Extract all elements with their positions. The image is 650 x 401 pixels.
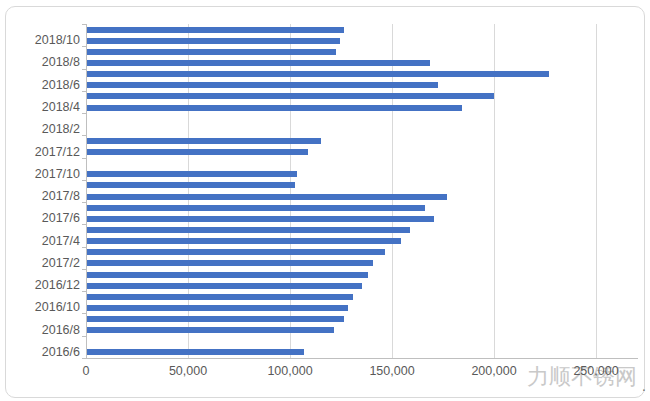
y-axis-label-2016-8: 2016/8 xyxy=(0,325,80,336)
y-axis-label-2018-6: 2018/6 xyxy=(0,80,80,91)
bar-2017-3 xyxy=(87,249,385,255)
category-axis-tick xyxy=(82,135,86,136)
category-axis-tick xyxy=(82,224,86,225)
x-axis-label-150000: 150,000 xyxy=(369,364,414,378)
x-axis-label-100000: 100,000 xyxy=(267,364,312,378)
y-axis-label-2018-2: 2018/2 xyxy=(0,124,80,135)
y-axis-label-2016-6: 2016/6 xyxy=(0,347,80,358)
y-axis-label-2017-10: 2017/10 xyxy=(0,169,80,180)
y-axis-label-2018-8: 2018/8 xyxy=(0,57,80,68)
y-axis-label-2016-12: 2016/12 xyxy=(0,280,80,291)
category-axis-tick xyxy=(82,24,86,25)
bar-2016-10 xyxy=(87,305,348,311)
x-axis-label-250000: 250,000 xyxy=(573,364,618,378)
bar-2017-10 xyxy=(87,171,297,177)
category-axis-tick xyxy=(82,336,86,337)
corner-dot: . xyxy=(642,378,646,394)
y-axis-label-2017-4: 2017/4 xyxy=(0,236,80,247)
category-axis-tick xyxy=(82,180,86,181)
bar-2018-8 xyxy=(87,60,430,66)
y-axis-label-2017-6: 2017/6 xyxy=(0,213,80,224)
category-axis-tick xyxy=(82,269,86,270)
bar-2018-10 xyxy=(87,38,340,44)
y-axis-label-2018-4: 2018/4 xyxy=(0,102,80,113)
bar-2017-2 xyxy=(87,260,373,266)
category-axis-tick xyxy=(82,291,86,292)
category-axis-tick xyxy=(82,202,86,203)
bar-2016-6 xyxy=(87,349,304,355)
category-axis-tick xyxy=(82,247,86,248)
bar-2016-12 xyxy=(87,283,362,289)
bar-2018-1 xyxy=(87,138,321,144)
category-axis-tick xyxy=(82,113,86,114)
bar-2016-9 xyxy=(87,316,344,322)
y-axis-label-2018-10: 2018/10 xyxy=(0,35,80,46)
bar-2018-9 xyxy=(87,49,336,55)
bar-2017-9 xyxy=(87,182,295,188)
category-axis-tick xyxy=(82,91,86,92)
category-axis-labels: 2018/10 2018/8 2018/6 2018/4 2018/2 2017/12 20… xyxy=(0,24,80,358)
bar-2018-7 xyxy=(87,71,549,77)
bar-2016-8 xyxy=(87,327,334,333)
x-axis-label-200000: 200,000 xyxy=(471,364,516,378)
y-axis-label-2017-8: 2017/8 xyxy=(0,191,80,202)
bar-2017-8 xyxy=(87,194,447,200)
category-axis-tick xyxy=(82,46,86,47)
bar-2016-11 xyxy=(87,294,353,300)
category-axis-tick xyxy=(82,313,86,314)
bar-2018-5 xyxy=(87,93,494,99)
y-axis-label-2017-2: 2017/2 xyxy=(0,258,80,269)
bar-2018-4 xyxy=(87,105,462,111)
bar-2017-1 xyxy=(87,272,368,278)
bar-2017-6 xyxy=(87,216,434,222)
bar-2017-7 xyxy=(87,205,425,211)
x-axis-label-50000: 50,000 xyxy=(169,364,207,378)
category-axis-tick xyxy=(82,158,86,159)
bar-2018-6 xyxy=(87,82,438,88)
bar-2017-4 xyxy=(87,238,401,244)
y-axis-label-2017-12: 2017/12 xyxy=(0,147,80,158)
category-axis-tick xyxy=(82,69,86,70)
x-axis-label-0: 0 xyxy=(83,364,90,378)
category-axis-tick xyxy=(82,358,86,359)
gridline-250,000 xyxy=(596,24,597,358)
bar-2018-11 xyxy=(87,27,344,33)
y-axis-label-2016-10: 2016/10 xyxy=(0,302,80,313)
bar-2017-12 xyxy=(87,149,308,155)
plot-area xyxy=(86,24,634,358)
chart-screenshot: { "chart_data": { "type": "bar", "orient… xyxy=(0,0,650,401)
bar-2017-5 xyxy=(87,227,410,233)
value-axis-labels: 0 50,000 100,000 150,000 200,000 250,000 xyxy=(0,364,650,382)
value-axis-line xyxy=(86,358,638,359)
